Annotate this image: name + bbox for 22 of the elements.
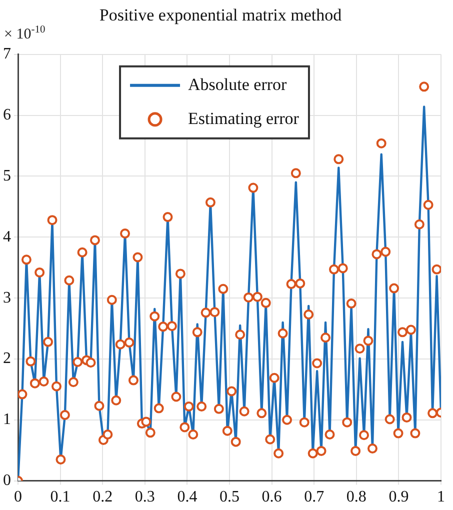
y-tick-label: 1 [3,411,11,428]
legend-label: Estimating error [188,108,300,128]
x-tick-label: 0.6 [262,488,282,506]
x-tick-label: 0.1 [50,488,70,506]
y-tick-label: 3 [3,289,11,306]
y-tick-label: 6 [3,106,11,124]
y-tick-label: 5 [3,167,11,184]
x-tick-label: 0.2 [92,488,113,506]
y-tick-label: 4 [3,228,11,246]
x-tick-label: 0.7 [304,488,324,506]
y-tick-label: 2 [3,350,11,368]
y-tick-label: 7 [3,46,11,63]
x-tick-label: 0.3 [134,488,155,506]
x-tick-label: 0.9 [388,488,409,506]
x-tick-label: 0.4 [177,488,198,506]
x-tick-label: 0.8 [346,488,366,506]
x-tick-label: 0.5 [220,488,240,506]
y-tick-label: 0 [3,472,11,490]
legend-label: Absolute error [188,74,288,94]
x-tick-label: 1 [437,488,445,506]
x-tick-label: 0 [14,488,22,506]
chart-title: Positive exponential matrix method [99,6,342,25]
